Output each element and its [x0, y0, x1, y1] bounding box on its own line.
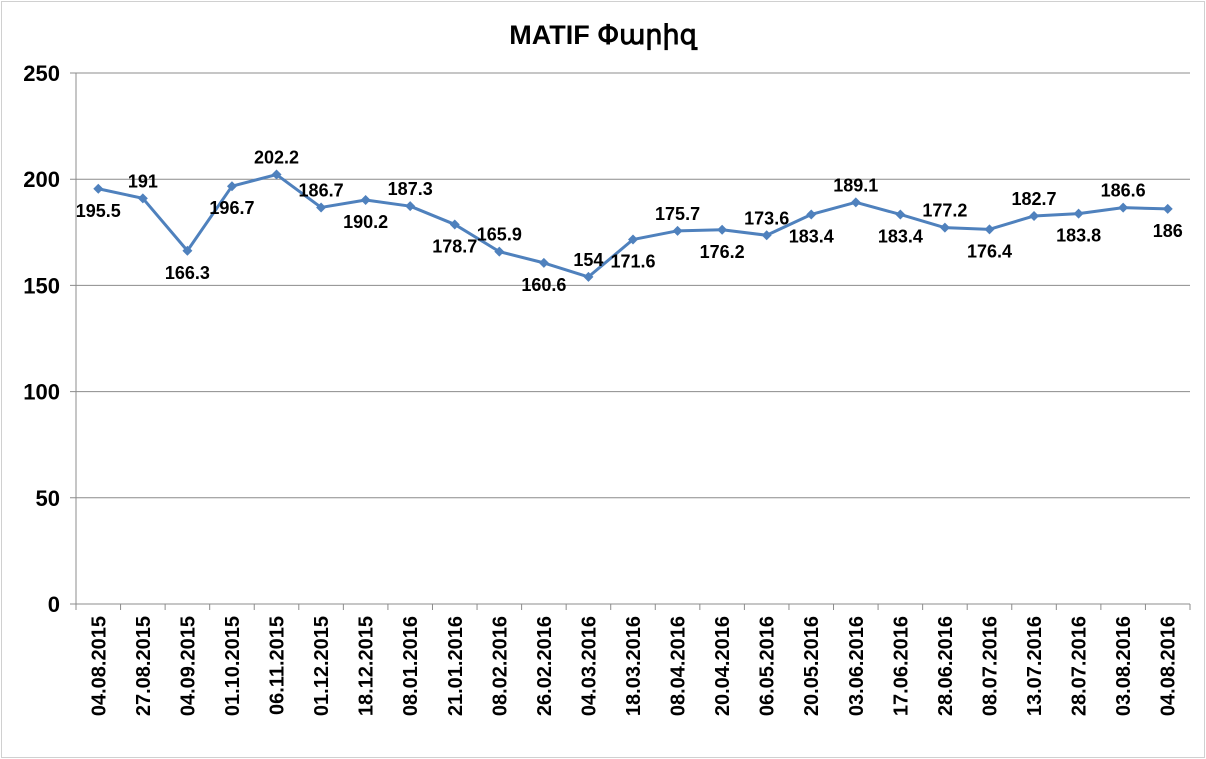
- x-tick-label: 03.06.2016: [846, 616, 868, 716]
- y-tick-label: 50: [36, 486, 60, 511]
- data-label: 191: [128, 171, 158, 191]
- data-label: 182.7: [1012, 189, 1057, 209]
- x-tick-label: 01.10.2015: [222, 616, 244, 716]
- x-tick-label: 08.01.2016: [400, 616, 422, 716]
- x-tick-label: 08.02.2016: [489, 616, 511, 716]
- x-tick-label: 04.08.2016: [1158, 616, 1180, 716]
- y-tick-label: 200: [23, 167, 60, 192]
- data-point: [984, 224, 995, 235]
- data-point: [628, 234, 638, 245]
- data-label: 171.6: [610, 252, 655, 272]
- x-tick-label: 28.07.2016: [1069, 616, 1091, 716]
- x-tick-label: 26.02.2016: [534, 616, 556, 716]
- y-tick-label: 100: [23, 380, 60, 405]
- x-tick-label: 18.12.2015: [356, 616, 378, 716]
- data-point: [494, 246, 505, 257]
- data-label: 195.5: [76, 201, 121, 221]
- data-label: 186.7: [299, 180, 344, 200]
- data-point: [93, 183, 104, 194]
- y-tick-label: 150: [23, 273, 60, 298]
- x-tick-label: 08.07.2016: [979, 616, 1001, 716]
- data-point: [137, 193, 148, 204]
- y-tick-label: 250: [23, 61, 60, 86]
- data-label: 173.6: [744, 208, 789, 228]
- data-label: 196.7: [209, 198, 254, 218]
- data-point: [806, 209, 817, 220]
- data-label: 178.7: [432, 236, 477, 256]
- data-label: 175.7: [655, 204, 700, 224]
- data-label: 202.2: [254, 148, 299, 168]
- data-point: [538, 257, 549, 268]
- x-tick-label: 01.12.2015: [311, 616, 333, 716]
- data-label: 165.9: [477, 225, 522, 245]
- x-tick-label: 20.04.2016: [712, 616, 734, 716]
- data-point: [449, 219, 460, 230]
- y-tick-label: 0: [48, 592, 60, 617]
- data-point: [182, 245, 193, 256]
- data-label: 177.2: [922, 201, 967, 221]
- data-label: 189.1: [833, 175, 878, 195]
- x-tick-label: 04.09.2015: [177, 616, 199, 716]
- data-label: 186: [1153, 221, 1183, 241]
- data-point: [1029, 210, 1040, 221]
- data-label: 190.2: [343, 212, 388, 232]
- data-label: 154: [573, 250, 603, 270]
- x-tick-label: 03.08.2016: [1113, 616, 1135, 716]
- data-point: [895, 209, 906, 220]
- data-point: [583, 271, 594, 282]
- data-point: [717, 224, 728, 235]
- data-label: 183.4: [789, 226, 834, 246]
- data-label: 183.4: [878, 226, 923, 246]
- x-tick-label: 06.11.2015: [267, 616, 289, 715]
- data-point: [1118, 202, 1129, 213]
- data-label: 187.3: [388, 179, 433, 199]
- data-point: [672, 225, 683, 236]
- data-point: [316, 202, 327, 213]
- x-tick-label: 18.03.2016: [623, 616, 645, 716]
- x-tick-label: 20.05.2016: [801, 616, 823, 716]
- data-point: [271, 169, 282, 180]
- data-label: 176.2: [700, 242, 745, 262]
- x-tick-label: 27.08.2015: [133, 616, 155, 716]
- x-tick-label: 04.08.2015: [88, 616, 110, 716]
- x-tick-label: 21.01.2016: [445, 616, 467, 716]
- data-label: 186.6: [1101, 181, 1146, 201]
- x-tick-label: 06.05.2016: [757, 616, 779, 716]
- data-point: [1073, 208, 1084, 219]
- x-tick-label: 08.04.2016: [668, 616, 690, 716]
- data-point: [939, 222, 950, 233]
- data-point: [1162, 203, 1173, 214]
- data-point: [360, 195, 371, 206]
- x-tick-label: 17.06.2016: [890, 616, 912, 716]
- x-tick-label: 28.06.2016: [935, 616, 957, 716]
- data-point: [850, 197, 861, 208]
- x-tick-label: 04.03.2016: [578, 616, 600, 716]
- data-label: 183.8: [1056, 226, 1101, 246]
- data-label: 160.6: [521, 275, 566, 295]
- data-point: [761, 230, 772, 241]
- chart-title: MATIF Փարիզ: [509, 20, 697, 51]
- data-label: 166.3: [165, 263, 210, 283]
- data-label: 176.4: [967, 241, 1012, 261]
- data-point: [405, 201, 416, 212]
- data-point: [226, 181, 237, 192]
- x-tick-label: 13.07.2016: [1024, 616, 1046, 716]
